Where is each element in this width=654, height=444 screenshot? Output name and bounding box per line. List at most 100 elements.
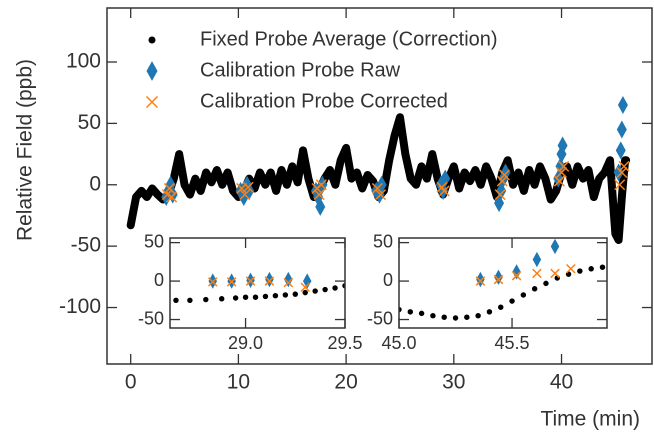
x-tick-label: 29.0: [228, 333, 263, 353]
data-point: [300, 282, 311, 293]
data-point: [332, 285, 338, 291]
data-point: [312, 288, 318, 294]
y-tick-label: -50: [71, 234, 101, 257]
data-point: [283, 277, 294, 288]
data-point: [599, 264, 606, 270]
data-point: [486, 309, 493, 315]
data-point: [438, 185, 450, 197]
y-tick-label: 100: [66, 50, 101, 73]
data-point: [315, 197, 326, 216]
data-point: [302, 289, 308, 296]
y-tick-label: 50: [373, 231, 393, 251]
data-point: [187, 297, 193, 304]
data-point: [203, 296, 209, 303]
y-axis-label: Relative Field (ppb): [14, 59, 37, 241]
legend-marker: [145, 95, 159, 109]
data-point: [282, 292, 289, 298]
x-tick-label: 10: [227, 370, 250, 393]
legend-label: Fixed Probe Average (Correction): [200, 28, 498, 50]
legend-label: Calibration Probe Corrected: [200, 90, 448, 112]
data-point: [617, 95, 628, 114]
x-tick-label: 20: [334, 370, 357, 393]
data-point: [553, 175, 565, 187]
data-point: [475, 276, 486, 286]
data-point: [440, 169, 451, 188]
data-point: [322, 286, 328, 293]
data-point: [493, 274, 504, 285]
x-tick-label: 45.5: [495, 333, 530, 353]
data-point: [498, 304, 504, 310]
data-point: [555, 166, 568, 179]
data-point: [494, 189, 506, 201]
data-point: [566, 263, 576, 274]
legend-marker: [146, 61, 158, 81]
data-point: [464, 314, 470, 320]
data-point: [242, 294, 249, 300]
data-point: [550, 268, 560, 279]
data-point: [577, 268, 583, 274]
data-point: [239, 189, 251, 201]
axes-frame: [398, 237, 608, 329]
data-point: [245, 276, 256, 286]
data-point: [262, 293, 269, 300]
data-point: [509, 298, 515, 304]
data-point: [163, 182, 176, 194]
data-point: [520, 292, 527, 298]
y-tick-label: 0: [383, 270, 393, 290]
data-point: [315, 179, 327, 191]
x-tick-label: 0: [125, 370, 137, 393]
y-tick-label: 0: [89, 172, 101, 195]
data-point: [242, 181, 254, 193]
y-tick-label: 0: [154, 270, 164, 290]
data-point: [494, 269, 503, 285]
plot-content: [399, 238, 606, 321]
data-point: [264, 276, 275, 286]
data-point: [512, 264, 521, 280]
data-point: [173, 297, 179, 304]
data-point: [618, 160, 630, 172]
data-point: [407, 309, 414, 315]
data-point: [558, 160, 570, 172]
data-point: [292, 291, 299, 297]
data-point: [588, 266, 594, 272]
legend-marker: [148, 36, 156, 44]
x-tick-label: 29.5: [327, 333, 362, 353]
data-point: [613, 163, 624, 182]
data-point: [475, 312, 481, 319]
data-point: [441, 314, 447, 320]
x-tick-label: 45.0: [381, 333, 416, 353]
x-axis-label: Time (min): [540, 408, 640, 431]
data-point: [302, 273, 312, 289]
data-point: [218, 296, 225, 302]
y-tick-label: 50: [144, 231, 164, 251]
data-point: [616, 166, 628, 179]
data-point: [557, 136, 568, 155]
data-point: [166, 191, 178, 203]
data-point: [284, 271, 293, 288]
data-point: [532, 251, 542, 268]
data-point: [252, 294, 259, 300]
data-point: [532, 268, 542, 279]
plot-area: [170, 238, 345, 328]
y-tick-label: -50: [138, 308, 164, 328]
data-point: [226, 277, 237, 287]
data-point: [207, 277, 218, 287]
data-point: [550, 238, 560, 255]
data-point: [543, 280, 549, 287]
y-tick-label: -100: [59, 295, 101, 318]
data-point: [496, 175, 508, 187]
axes-frame: [169, 237, 346, 329]
y-tick-label: -50: [367, 308, 393, 328]
x-tick-label: 40: [550, 370, 573, 393]
data-point: [313, 189, 325, 201]
data-point: [375, 189, 387, 201]
data-point: [452, 315, 459, 321]
data-point: [371, 182, 383, 194]
data-point: [418, 310, 425, 317]
data-point: [531, 286, 538, 292]
data-point: [614, 179, 626, 191]
y-tick-label: 50: [78, 111, 101, 134]
data-point: [616, 120, 627, 139]
data-point: [430, 312, 436, 319]
